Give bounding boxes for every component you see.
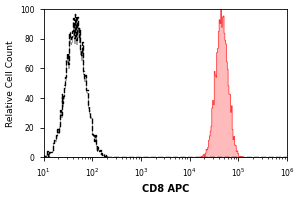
X-axis label: CD8 APC: CD8 APC — [142, 184, 189, 194]
Y-axis label: Relative Cell Count: Relative Cell Count — [6, 40, 15, 127]
